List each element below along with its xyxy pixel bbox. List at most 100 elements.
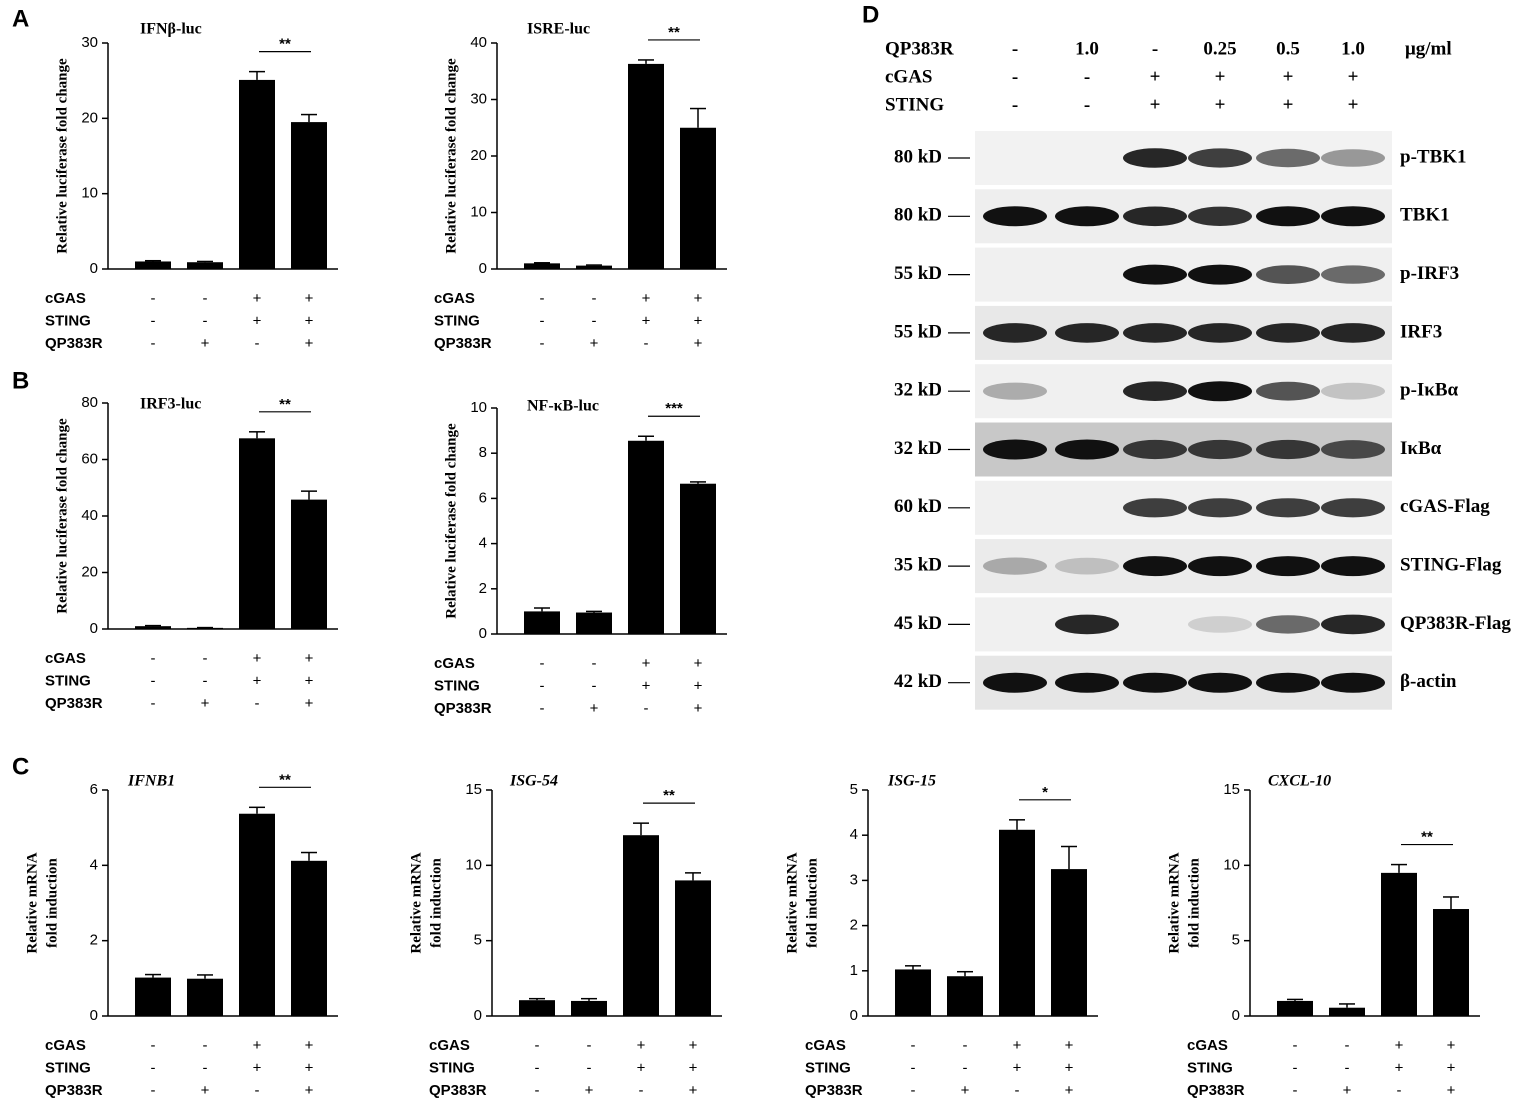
condition-value: +	[305, 672, 314, 689]
condition-value: +	[1447, 1082, 1456, 1099]
band	[1321, 440, 1385, 459]
bar	[187, 627, 223, 629]
bar	[1051, 869, 1087, 1016]
condition-value: -	[592, 312, 597, 329]
bar	[187, 262, 223, 269]
condition-value: +	[201, 1082, 210, 1099]
condition-value: +	[642, 655, 651, 672]
header-value: -	[1084, 94, 1090, 115]
condition-value: -	[592, 655, 597, 672]
bar	[239, 813, 275, 1016]
y-tick-label: 2	[90, 932, 98, 949]
band	[1123, 498, 1187, 518]
condition-value: +	[1395, 1059, 1404, 1076]
bar	[524, 611, 560, 634]
condition-value: +	[1065, 1037, 1074, 1054]
significance-label: **	[663, 787, 675, 804]
condition-name: QP383R	[434, 335, 492, 352]
condition-name: cGAS	[45, 290, 86, 307]
condition-value: +	[694, 700, 703, 717]
band	[1123, 672, 1187, 693]
condition-value: -	[1293, 1037, 1298, 1054]
condition-value: +	[253, 1059, 262, 1076]
protein-label: p-IκBα	[1400, 380, 1459, 401]
condition-value: +	[637, 1037, 646, 1054]
significance-label: **	[1421, 829, 1433, 846]
condition-value: -	[911, 1037, 916, 1054]
protein-label: β-actin	[1400, 671, 1457, 692]
band	[1188, 439, 1252, 460]
bar	[895, 969, 931, 1016]
band	[1321, 556, 1385, 577]
condition-value: +	[253, 312, 262, 329]
condition-value: -	[587, 1037, 592, 1054]
band	[1055, 672, 1119, 693]
condition-value: -	[535, 1037, 540, 1054]
bar	[947, 976, 983, 1016]
header-value: 0.5	[1276, 38, 1300, 59]
condition-value: -	[639, 1082, 644, 1099]
band	[1123, 148, 1187, 168]
condition-value: +	[689, 1082, 698, 1099]
condition-value: +	[253, 290, 262, 307]
condition-value: +	[305, 1037, 314, 1054]
significance-label: **	[279, 36, 291, 53]
condition-value: -	[587, 1059, 592, 1076]
condition-value: -	[151, 672, 156, 689]
y-tick-label: 6	[479, 489, 487, 506]
size-label: 42 kD	[894, 671, 942, 692]
band	[1123, 381, 1187, 402]
significance-label: *	[1042, 784, 1048, 801]
band	[983, 382, 1047, 400]
condition-value: -	[1345, 1059, 1350, 1076]
chart-title: NF-κB-luc	[527, 398, 599, 415]
header-value: -	[1152, 38, 1158, 59]
band	[1055, 206, 1119, 227]
size-label: 80 kD	[894, 146, 942, 167]
condition-value: -	[535, 1082, 540, 1099]
bar	[1329, 1007, 1365, 1016]
header-name: QP383R	[885, 38, 954, 59]
y-tick-label: 6	[90, 781, 98, 798]
y-tick-label: 20	[470, 147, 487, 164]
y-axis-label: Relative luciferase fold change	[443, 58, 459, 254]
band	[1123, 323, 1187, 343]
band	[1055, 557, 1119, 575]
y-tick-label: 30	[470, 90, 487, 107]
condition-value: +	[694, 335, 703, 352]
y-tick-label: 0	[1232, 1007, 1240, 1024]
header-value: -	[1012, 66, 1018, 87]
band	[1123, 206, 1187, 227]
bar	[680, 483, 716, 634]
condition-value: -	[540, 655, 545, 672]
y-tick-label: 40	[81, 507, 98, 524]
condition-value: -	[1293, 1082, 1298, 1099]
y-axis-label: Relative mRNA	[408, 852, 424, 953]
band	[983, 672, 1047, 693]
bar	[680, 127, 716, 269]
condition-name: cGAS	[434, 290, 475, 307]
condition-value: -	[151, 335, 156, 352]
condition-name: QP383R	[429, 1082, 487, 1099]
protein-label: STING-Flag	[1400, 554, 1502, 575]
y-tick-label: 10	[470, 399, 487, 416]
condition-value: +	[305, 312, 314, 329]
band	[1188, 556, 1252, 577]
bar	[135, 261, 171, 269]
band	[1321, 323, 1385, 343]
condition-name: QP383R	[434, 700, 492, 717]
header-value: +	[1215, 94, 1226, 115]
bar	[524, 263, 560, 269]
header-value: -	[1012, 38, 1018, 59]
chart-title: CXCL-10	[1268, 773, 1331, 790]
condition-name: cGAS	[1187, 1037, 1228, 1054]
condition-value: -	[203, 650, 208, 667]
condition-name: STING	[434, 312, 480, 329]
chart-title: ISG-54	[509, 773, 558, 790]
y-axis-label: fold induction	[428, 858, 444, 948]
y-tick-label: 4	[479, 535, 487, 552]
condition-value: -	[151, 650, 156, 667]
y-tick-label: 60	[81, 450, 98, 467]
condition-value: -	[644, 335, 649, 352]
condition-value: -	[592, 290, 597, 307]
